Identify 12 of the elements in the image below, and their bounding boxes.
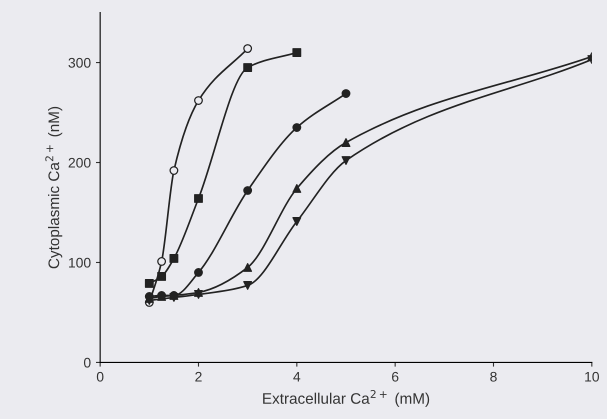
x-axis-title: Extracellular Ca$^{2+}$ (mM): [263, 390, 430, 407]
y-tick-label: 300: [68, 58, 91, 68]
x-tick-label: 0: [96, 372, 104, 382]
x-tick-label: 10: [585, 372, 600, 382]
x-tick-label: 6: [392, 372, 398, 382]
y-tick-label: 200: [68, 158, 91, 168]
y-tick-label: 100: [69, 258, 91, 268]
x-tick-label: 4: [293, 372, 300, 382]
y-tick-label: 0: [84, 358, 91, 368]
x-tick-label: 2: [195, 372, 202, 382]
y-axis-title: Cytoplasmic Ca$^{2+}$ (nM): [45, 106, 62, 268]
x-tick-label: 8: [490, 372, 497, 382]
